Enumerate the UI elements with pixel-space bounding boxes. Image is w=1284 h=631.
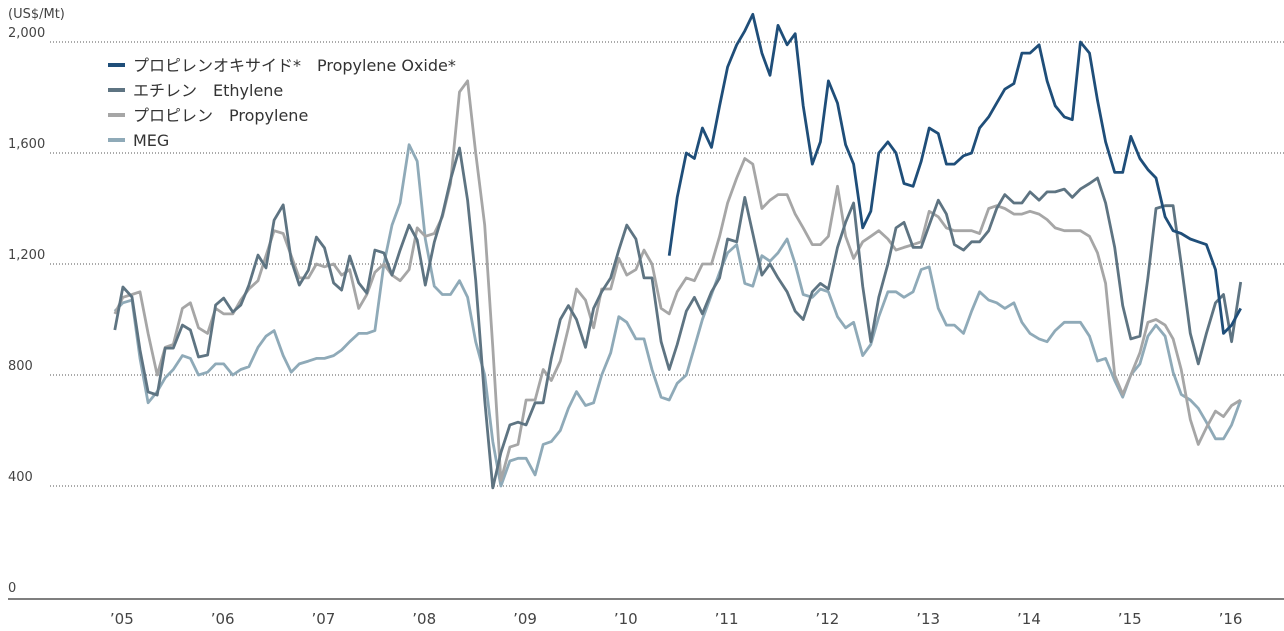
x-tick-label: ’11 — [715, 610, 739, 628]
y-tick-label: 0 — [8, 581, 16, 596]
x-tick-label: ’14 — [1017, 610, 1041, 628]
series-line — [113, 146, 1243, 490]
y-tick-label: 400 — [8, 470, 33, 485]
legend-label: プロピレンオキサイド* Propylene Oxide* — [133, 56, 456, 75]
y-axis-label: (US$/Mt) — [8, 7, 65, 22]
y-tick-label: 800 — [8, 359, 33, 374]
x-tick-label: ’12 — [815, 610, 839, 628]
x-tick-label: ’09 — [513, 610, 537, 628]
x-tick-label: ’10 — [614, 610, 638, 628]
y-tick-label: 1,200 — [8, 248, 45, 263]
legend-label: プロピレン Propylene — [133, 106, 308, 125]
y-tick-label: 1,600 — [8, 137, 45, 152]
x-tick-label: ’05 — [110, 610, 134, 628]
y-tick-label: 2,000 — [8, 26, 45, 41]
legend-label: エチレン Ethylene — [133, 81, 283, 100]
x-tick-label: ’08 — [412, 610, 436, 628]
x-tick-label: ’07 — [311, 610, 335, 628]
x-tick-label: ’06 — [211, 610, 235, 628]
x-tick-label: ’16 — [1219, 610, 1243, 628]
legend-label: MEG — [133, 131, 169, 150]
x-tick-label: ’13 — [916, 610, 940, 628]
series-line — [667, 12, 1242, 335]
x-tick-label: ’15 — [1118, 610, 1142, 628]
series-line — [113, 143, 1243, 488]
series-line — [113, 79, 1242, 482]
